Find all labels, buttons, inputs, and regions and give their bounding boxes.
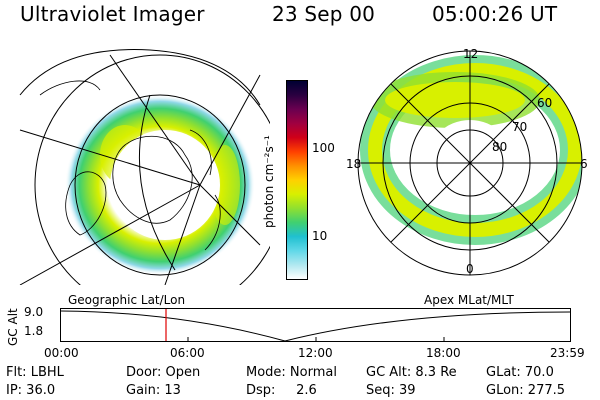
- info-seq: Seq: 39: [366, 383, 416, 398]
- app-title: Ultraviolet Imager: [20, 2, 205, 26]
- polar-mlt-map: [357, 50, 583, 276]
- info-gc-alt: GC Alt: 8.3 Re: [366, 365, 457, 380]
- mlt-label-18: 18: [346, 157, 362, 171]
- timeline-x-tick-1200: 12:00: [298, 346, 333, 360]
- timeline-x-tick-0000: 00:00: [44, 346, 79, 360]
- timeline-x-tick-1800: 18:00: [426, 346, 461, 360]
- colorbar-unit-label: photon cm⁻²s⁻¹: [262, 135, 276, 228]
- colorbar-tick-100: 100: [312, 141, 335, 155]
- mlt-label-12: 12: [463, 47, 479, 61]
- timeline-x-tick-0600: 06:00: [170, 346, 205, 360]
- mlt-label-0: 0: [466, 262, 474, 276]
- timeline-y-tick-min: 1.8: [24, 324, 44, 338]
- date-label: 23 Sep 00: [272, 2, 376, 26]
- info-dsp: Dsp: 2.6: [246, 383, 317, 398]
- info-ip: IP: 36.0: [6, 383, 56, 398]
- timeline-right-label: Apex MLat/MLT: [424, 293, 514, 307]
- altitude-timeline-plot[interactable]: [60, 308, 572, 344]
- info-mode: Mode: Normal: [246, 365, 337, 380]
- timeline-left-label: Geographic Lat/Lon: [68, 293, 186, 307]
- geographic-globe-image: [19, 49, 270, 285]
- info-gain: Gain: 13: [126, 383, 181, 398]
- mlt-label-6: 6: [580, 157, 588, 171]
- mlat-label-70: 70: [512, 120, 528, 134]
- colorbar-tick-10: 10: [312, 229, 328, 243]
- timeline-x-tick-2359: 23:59: [550, 346, 585, 360]
- info-glat: GLat: 70.0: [486, 365, 554, 380]
- time-label: 05:00:26 UT: [432, 2, 558, 26]
- mlat-label-80: 80: [492, 140, 508, 154]
- color-scale-bar: [286, 80, 308, 280]
- info-door: Door: Open: [126, 365, 201, 380]
- info-filter: Flt: LBHL: [6, 365, 64, 380]
- timeline-y-axis-label: GC Alt: [6, 308, 20, 346]
- timeline-y-tick-max: 9.0: [24, 305, 44, 319]
- mlat-label-60: 60: [537, 96, 553, 110]
- info-glon: GLon: 277.5: [486, 383, 566, 398]
